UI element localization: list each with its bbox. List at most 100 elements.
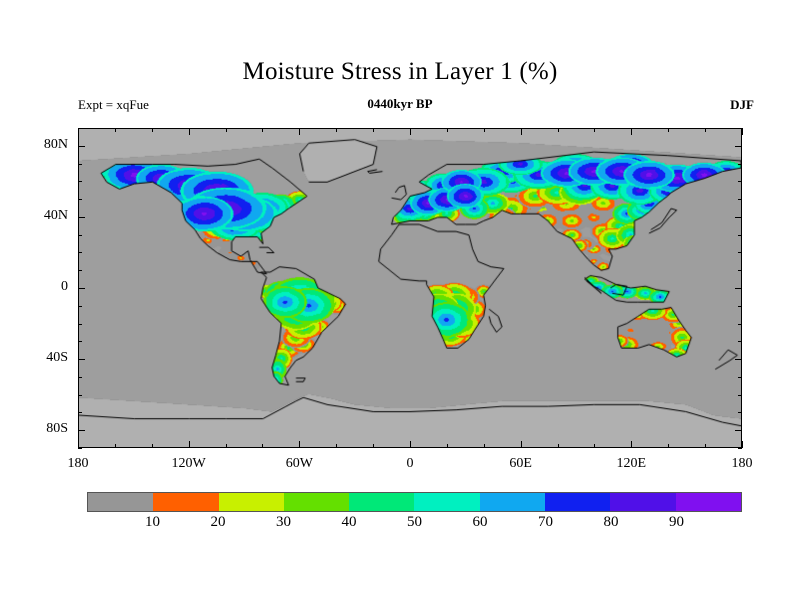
y-axis-tick: [735, 288, 742, 289]
x-axis-tick: [446, 128, 448, 132]
subtitle: 0440kyr BP: [367, 96, 433, 111]
x-axis-tick: [410, 128, 411, 135]
colorbar-tick-40: 40: [341, 514, 357, 530]
colorbar-band-10-20: [153, 493, 219, 511]
x-tick-label-180: 180: [731, 456, 753, 471]
x-axis-tick: [151, 444, 153, 448]
page-title: Moisture Stress in Layer 1 (%): [242, 58, 558, 85]
moisture-stress-heatmap: [79, 129, 741, 447]
y-axis-tick: [738, 163, 742, 165]
colorbar-tick-50: 50: [407, 514, 422, 530]
y-axis-tick: [78, 216, 85, 218]
x-tick-label-180: 180: [67, 456, 89, 471]
x-axis-tick: [557, 128, 559, 132]
colorbar-tick-60: 60: [472, 514, 488, 530]
y-axis-tick: [735, 359, 742, 361]
x-axis-tick: [410, 441, 411, 448]
x-axis-tick: [336, 128, 338, 132]
x-axis-tick: [557, 444, 559, 448]
x-axis-tick: [594, 444, 596, 448]
x-axis-tick: [373, 128, 375, 132]
y-axis-tick: [738, 270, 742, 272]
x-axis-tick: [225, 128, 227, 132]
colorbar-tick-10: 10: [145, 514, 160, 530]
colorbar-band-80-90: [610, 493, 676, 511]
x-axis-tick: [262, 128, 264, 132]
colorbar-band-0-10: [88, 493, 154, 511]
x-axis-tick: [299, 128, 301, 135]
y-tick-label-80S: 80S: [46, 421, 68, 437]
x-tick-label-60W: 60W: [285, 456, 313, 471]
y-axis-tick: [738, 412, 742, 414]
colorbar-tick-90: 90: [669, 514, 684, 530]
season-label: DJF: [730, 97, 754, 112]
x-axis-tick: [742, 441, 743, 448]
y-axis-tick: [78, 376, 82, 378]
y-axis-tick: [78, 234, 82, 236]
x-axis-tick: [78, 128, 79, 135]
x-tick-label-60E: 60E: [509, 456, 532, 471]
x-tick-label-120E: 120E: [616, 456, 647, 471]
x-axis-tick: [114, 444, 116, 448]
y-axis-tick: [78, 448, 82, 449]
y-axis-tick: [738, 181, 742, 183]
x-axis-tick: [631, 128, 633, 135]
colorbar-band-60-70: [479, 493, 546, 511]
x-axis-tick: [336, 444, 338, 448]
y-axis-tick: [735, 430, 742, 432]
y-tick-label-40S: 40S: [46, 350, 68, 366]
y-axis-tick: [735, 216, 742, 218]
y-axis-tick: [738, 305, 742, 307]
map-plot-area: [78, 128, 742, 448]
y-axis-tick: [78, 430, 85, 432]
y-axis-tick: [738, 341, 742, 343]
x-tick-label-0: 0: [406, 456, 414, 471]
x-axis-tick: [520, 441, 522, 448]
y-axis-tick: [738, 252, 742, 254]
x-axis-tick: [705, 444, 707, 448]
y-axis-tick: [738, 199, 742, 201]
y-axis-tick: [78, 181, 82, 183]
colorbar-band-30-40: [283, 493, 350, 511]
y-axis-tick: [738, 448, 742, 449]
x-axis-tick: [78, 441, 79, 448]
y-axis-tick: [78, 163, 82, 165]
x-axis-tick: [705, 128, 707, 132]
x-axis-tick: [262, 444, 264, 448]
y-axis-tick: [78, 323, 82, 325]
y-axis-tick: [78, 359, 85, 361]
colorbar-tick-70: 70: [538, 514, 553, 530]
x-axis-tick: [446, 444, 448, 448]
y-axis-tick: [78, 394, 82, 396]
x-axis-tick: [373, 444, 375, 448]
y-axis-tick: [78, 199, 82, 201]
y-axis-tick: [738, 128, 742, 129]
y-axis-tick: [78, 288, 85, 289]
x-axis-tick: [594, 128, 596, 132]
x-axis-tick: [520, 128, 522, 135]
colorbar-band-90-100: [675, 493, 741, 511]
y-axis-tick: [738, 234, 742, 236]
x-axis-tick: [631, 441, 633, 448]
y-axis-tick: [735, 145, 742, 147]
x-axis-tick: [188, 128, 190, 135]
colorbar-band-20-30: [218, 493, 284, 511]
y-axis-tick: [738, 323, 742, 325]
y-axis-tick: [738, 394, 742, 396]
x-axis-tick: [114, 128, 116, 132]
y-axis-tick: [78, 145, 85, 147]
experiment-label: Expt = xqFue: [78, 97, 149, 112]
colorbar: [87, 492, 742, 512]
x-tick-label-120W: 120W: [171, 456, 206, 471]
x-axis-tick: [668, 128, 670, 132]
colorbar-band-70-80: [545, 493, 611, 511]
colorbar-band-40-50: [349, 493, 415, 511]
y-axis-tick: [78, 412, 82, 414]
x-axis-tick: [483, 444, 485, 448]
y-tick-label-80N: 80N: [43, 136, 68, 152]
y-axis-tick: [738, 376, 742, 378]
x-axis-tick: [299, 441, 301, 448]
colorbar-tick-30: 30: [276, 514, 291, 530]
y-axis-tick: [78, 341, 82, 343]
x-axis-tick: [668, 444, 670, 448]
